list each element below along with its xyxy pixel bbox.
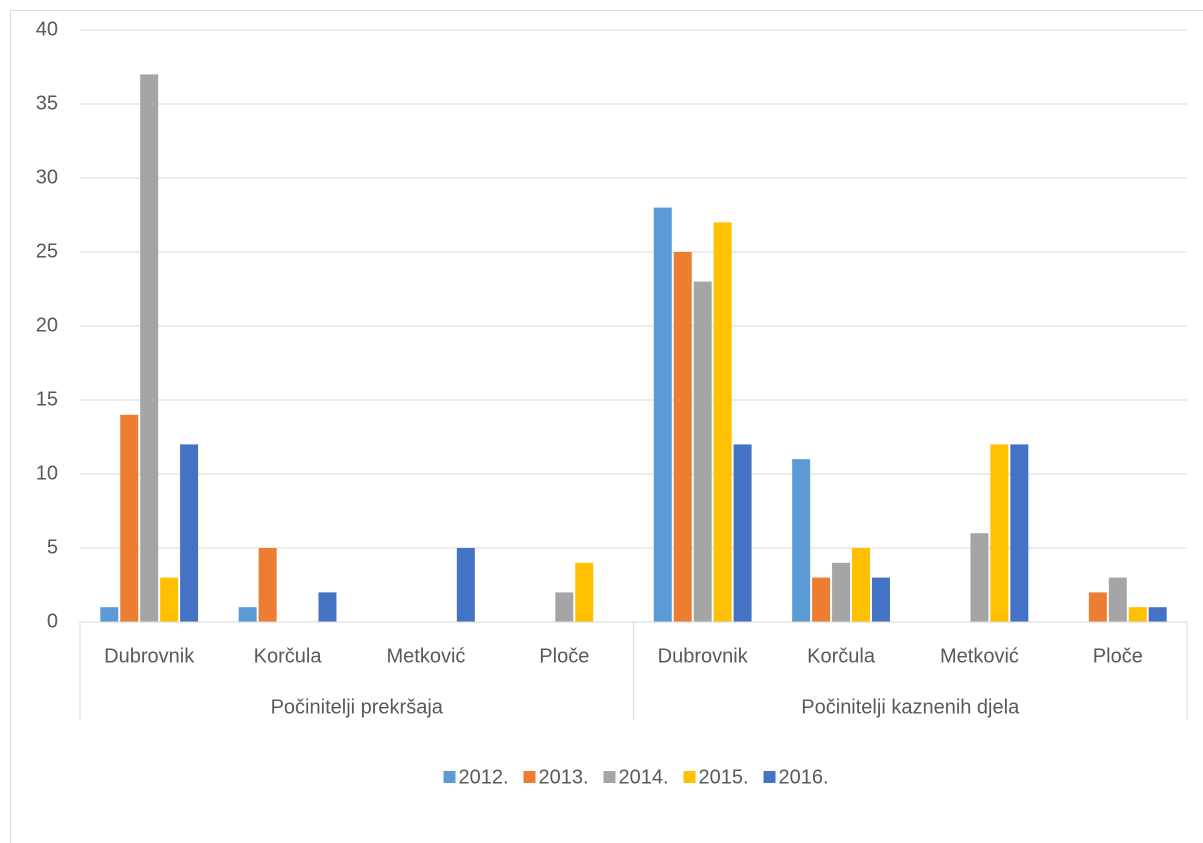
legend-swatch bbox=[523, 771, 536, 783]
legend-label: 2015. bbox=[699, 766, 749, 788]
bar bbox=[970, 533, 989, 622]
bar bbox=[318, 592, 337, 622]
bar bbox=[1010, 444, 1029, 622]
y-tick-label: 0 bbox=[47, 610, 58, 632]
bar bbox=[100, 607, 119, 622]
bar bbox=[160, 577, 179, 622]
bar bbox=[713, 222, 732, 622]
bar bbox=[258, 548, 277, 622]
bar bbox=[140, 74, 159, 622]
bar bbox=[1108, 577, 1127, 622]
bar bbox=[1148, 607, 1167, 622]
bar bbox=[180, 444, 199, 622]
bar bbox=[555, 592, 574, 622]
bar bbox=[871, 577, 890, 622]
y-tick-label: 30 bbox=[36, 166, 58, 188]
y-tick-label: 15 bbox=[36, 388, 58, 410]
bar bbox=[990, 444, 1009, 622]
x-tick-label: Ploče bbox=[1093, 645, 1143, 667]
bar bbox=[852, 548, 871, 622]
bar bbox=[812, 577, 831, 622]
legend-label: 2013. bbox=[539, 766, 589, 788]
legend-swatch bbox=[683, 771, 696, 783]
chart-frame bbox=[10, 10, 1203, 843]
legend-label: 2014. bbox=[619, 766, 669, 788]
legend-swatch bbox=[603, 771, 616, 783]
y-tick-label: 40 bbox=[36, 18, 58, 40]
bar bbox=[238, 607, 257, 622]
bar bbox=[120, 414, 139, 622]
x-tick-label: Metković bbox=[940, 645, 1019, 667]
bar bbox=[456, 548, 475, 622]
legend-label: 2016. bbox=[779, 766, 829, 788]
y-tick-label: 35 bbox=[36, 92, 58, 114]
y-tick-label: 10 bbox=[36, 462, 58, 484]
y-tick-label: 25 bbox=[36, 240, 58, 262]
legend-swatch bbox=[763, 771, 776, 783]
bar bbox=[792, 459, 811, 622]
bar bbox=[693, 281, 712, 622]
bar bbox=[673, 252, 692, 622]
group-label: Počinitelji kaznenih djela bbox=[801, 696, 1020, 718]
legend-swatch bbox=[443, 771, 456, 783]
bar bbox=[733, 444, 752, 622]
x-tick-label: Dubrovnik bbox=[658, 645, 749, 667]
bar bbox=[1128, 607, 1147, 622]
legend-label: 2012. bbox=[459, 766, 509, 788]
x-tick-label: Ploče bbox=[539, 645, 589, 667]
y-tick-label: 5 bbox=[47, 536, 58, 558]
x-tick-label: Metković bbox=[386, 645, 465, 667]
bar bbox=[1088, 592, 1107, 622]
group-label: Počinitelji prekršaja bbox=[271, 696, 444, 718]
x-tick-label: Korčula bbox=[254, 645, 323, 667]
x-tick-label: Dubrovnik bbox=[104, 645, 195, 667]
bar bbox=[653, 207, 672, 622]
x-tick-label: Korčula bbox=[807, 645, 876, 667]
bar bbox=[832, 562, 851, 622]
y-tick-label: 20 bbox=[36, 314, 58, 336]
bar bbox=[575, 562, 594, 622]
